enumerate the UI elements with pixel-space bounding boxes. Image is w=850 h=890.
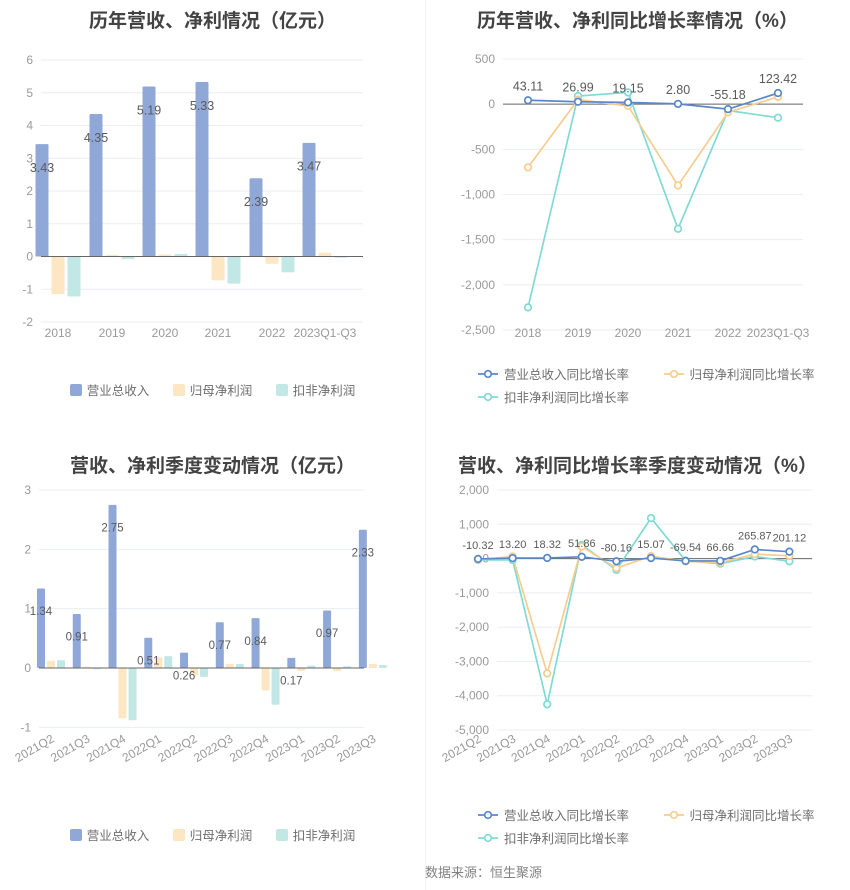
svg-text:2022Q2: 2022Q2 (156, 731, 200, 765)
svg-text:2018: 2018 (45, 326, 72, 340)
svg-text:-3,000: -3,000 (455, 654, 489, 668)
svg-text:0.26: 0.26 (173, 670, 195, 682)
svg-text:3.47: 3.47 (297, 160, 321, 174)
svg-text:4.35: 4.35 (84, 131, 108, 145)
svg-text:5.19: 5.19 (137, 103, 161, 117)
svg-text:0: 0 (488, 97, 495, 111)
svg-text:2023Q3: 2023Q3 (751, 731, 795, 765)
svg-text:2019: 2019 (99, 326, 126, 340)
svg-text:2020: 2020 (615, 326, 642, 340)
svg-text:500: 500 (475, 52, 495, 66)
svg-text:0: 0 (24, 661, 31, 675)
svg-text:2020: 2020 (152, 326, 179, 340)
svg-text:19.15: 19.15 (612, 81, 643, 95)
svg-text:2021Q2: 2021Q2 (13, 731, 57, 765)
svg-text:2023Q1-Q3: 2023Q1-Q3 (747, 326, 810, 340)
svg-text:66.66: 66.66 (706, 542, 734, 554)
svg-text:2023Q1-Q3: 2023Q1-Q3 (294, 326, 357, 340)
svg-text:13.20: 13.20 (499, 539, 527, 551)
svg-text:2.39: 2.39 (244, 195, 268, 209)
svg-text:2018: 2018 (515, 326, 542, 340)
svg-text:2023Q2: 2023Q2 (299, 731, 343, 765)
svg-text:3: 3 (24, 483, 31, 497)
svg-text:2022Q4: 2022Q4 (227, 731, 271, 765)
svg-text:3.43: 3.43 (30, 161, 54, 175)
svg-text:2022: 2022 (259, 326, 286, 340)
svg-text:-1,500: -1,500 (461, 233, 495, 247)
svg-text:-1,000: -1,000 (455, 586, 489, 600)
svg-text:0.91: 0.91 (66, 632, 88, 644)
svg-text:1,000: 1,000 (459, 517, 489, 531)
svg-text:-2,000: -2,000 (455, 620, 489, 634)
svg-text:51.86: 51.86 (568, 538, 596, 550)
svg-text:2: 2 (24, 542, 31, 556)
svg-text:201.12: 201.12 (773, 533, 807, 545)
svg-text:26.99: 26.99 (562, 81, 593, 95)
svg-text:2023Q3: 2023Q3 (334, 731, 378, 765)
svg-text:-2: -2 (22, 315, 33, 329)
svg-text:0.51: 0.51 (137, 655, 159, 667)
svg-text:2: 2 (26, 184, 33, 198)
svg-text:0.97: 0.97 (316, 628, 338, 640)
svg-text:-4,000: -4,000 (455, 689, 489, 703)
svg-text:0.17: 0.17 (280, 676, 302, 688)
svg-text:-55.18: -55.18 (710, 88, 745, 102)
svg-text:2023Q1: 2023Q1 (263, 731, 307, 765)
svg-text:15.07: 15.07 (637, 539, 665, 551)
svg-text:-1: -1 (22, 282, 33, 296)
svg-text:0: 0 (26, 250, 33, 264)
svg-text:18.32: 18.32 (533, 539, 561, 551)
svg-text:5: 5 (26, 86, 33, 100)
svg-text:6: 6 (26, 53, 33, 67)
svg-text:2022Q3: 2022Q3 (191, 731, 235, 765)
svg-text:2.75: 2.75 (101, 523, 123, 535)
svg-text:-1,000: -1,000 (461, 188, 495, 202)
svg-text:0.77: 0.77 (209, 640, 231, 652)
svg-text:2021: 2021 (205, 326, 232, 340)
svg-text:0.84: 0.84 (244, 636, 267, 648)
svg-text:43.11: 43.11 (513, 79, 543, 93)
svg-text:2,000: 2,000 (459, 483, 489, 497)
svg-text:-500: -500 (471, 142, 495, 156)
svg-text:-69.54: -69.54 (670, 542, 701, 554)
svg-text:2021Q3: 2021Q3 (48, 731, 92, 765)
svg-text:2.80: 2.80 (666, 83, 690, 97)
svg-text:2019: 2019 (565, 326, 592, 340)
svg-text:1.34: 1.34 (30, 606, 53, 618)
svg-text:2022: 2022 (715, 326, 742, 340)
svg-text:1: 1 (26, 217, 33, 231)
svg-text:4: 4 (26, 119, 33, 133)
svg-text:2021Q4: 2021Q4 (84, 731, 128, 765)
svg-text:2022Q1: 2022Q1 (120, 731, 164, 765)
svg-text:265.87: 265.87 (738, 530, 772, 542)
svg-text:-2,500: -2,500 (461, 323, 495, 337)
svg-text:2021: 2021 (665, 326, 692, 340)
svg-text:-10.32: -10.32 (462, 540, 493, 552)
svg-text:-80.16: -80.16 (601, 542, 632, 554)
svg-text:5.33: 5.33 (190, 99, 214, 113)
svg-text:-2,000: -2,000 (461, 278, 495, 292)
svg-text:-1: -1 (20, 720, 31, 734)
svg-text:123.42: 123.42 (759, 72, 797, 86)
svg-text:2.33: 2.33 (352, 547, 374, 559)
